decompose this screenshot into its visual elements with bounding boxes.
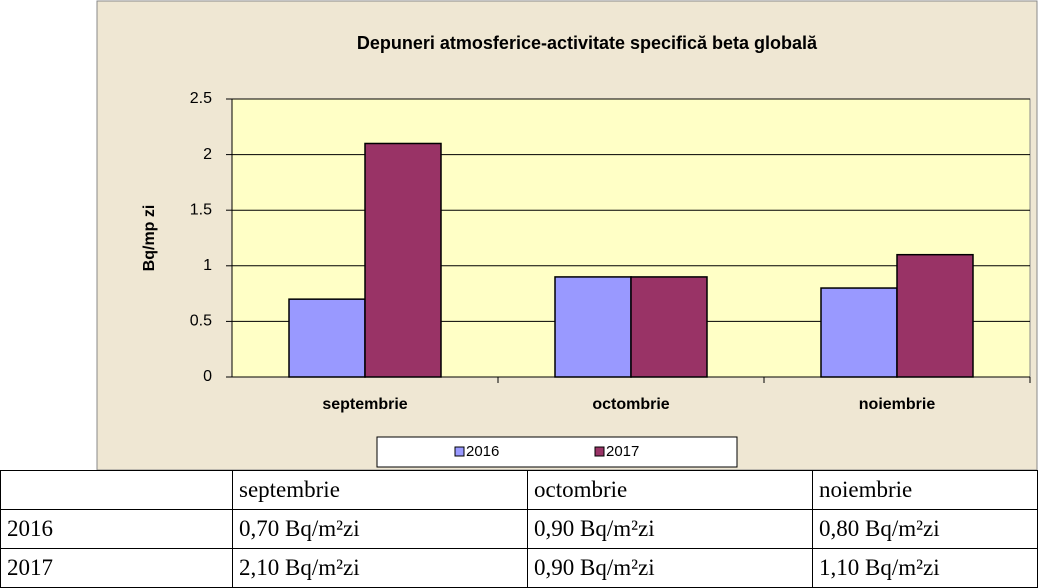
- table-cell: [0, 470, 233, 510]
- x-tick-label: octombrie: [592, 396, 669, 413]
- legend-swatch: [454, 446, 465, 457]
- chart-title: Depuneri atmosferice-activitate specific…: [357, 33, 818, 53]
- y-tick-label: 0.5: [190, 313, 212, 330]
- table-cell: 0,90 Bq/m²zi: [527, 548, 813, 588]
- y-tick-label: 1: [203, 257, 212, 274]
- table-cell: 2,10 Bq/m²zi: [232, 548, 528, 588]
- y-tick-label: 2: [203, 146, 212, 163]
- y-tick-label: 2.5: [190, 90, 212, 107]
- y-tick-label: 1.5: [190, 201, 212, 218]
- table-cell: octombrie: [527, 470, 813, 510]
- table-cell: 1,10 Bq/m²zi: [812, 548, 1038, 588]
- table-header: septembrie octombrie noiembrie: [0, 470, 1038, 510]
- legend-swatch: [594, 446, 605, 457]
- bar: [820, 287, 898, 378]
- table-cell: noiembrie: [812, 470, 1038, 510]
- chart: Depuneri atmosferice-activitate specific…: [96, 0, 1038, 470]
- x-tick-label: septembrie: [322, 396, 407, 413]
- bar: [554, 276, 632, 378]
- bar: [364, 142, 442, 378]
- bar: [630, 276, 708, 378]
- table-cell: 2017: [0, 548, 233, 588]
- table-cell: 0,70 Bq/m²zi: [232, 509, 528, 549]
- y-axis-title: Bq/mp zi: [141, 205, 158, 272]
- legend: [376, 436, 738, 468]
- legend-label: 2017: [606, 443, 639, 460]
- data-table: septembrie octombrie noiembrie 2016 0,70…: [0, 470, 1038, 588]
- legend-label: 2016: [466, 443, 499, 460]
- table-row: 2016 0,70 Bq/m²zi 0,90 Bq/m²zi 0,80 Bq/m…: [0, 509, 1038, 549]
- bar: [288, 298, 366, 378]
- table-cell: 0,90 Bq/m²zi: [527, 509, 813, 549]
- table-cell: septembrie: [232, 470, 528, 510]
- table-cell: 0,80 Bq/m²zi: [812, 509, 1038, 549]
- table-cell: 2016: [0, 509, 233, 549]
- bar: [896, 253, 974, 378]
- y-tick-label: 0: [203, 368, 212, 385]
- x-tick-label: noiembrie: [859, 396, 936, 413]
- table-row: 2017 2,10 Bq/m²zi 0,90 Bq/m²zi 1,10 Bq/m…: [0, 548, 1038, 588]
